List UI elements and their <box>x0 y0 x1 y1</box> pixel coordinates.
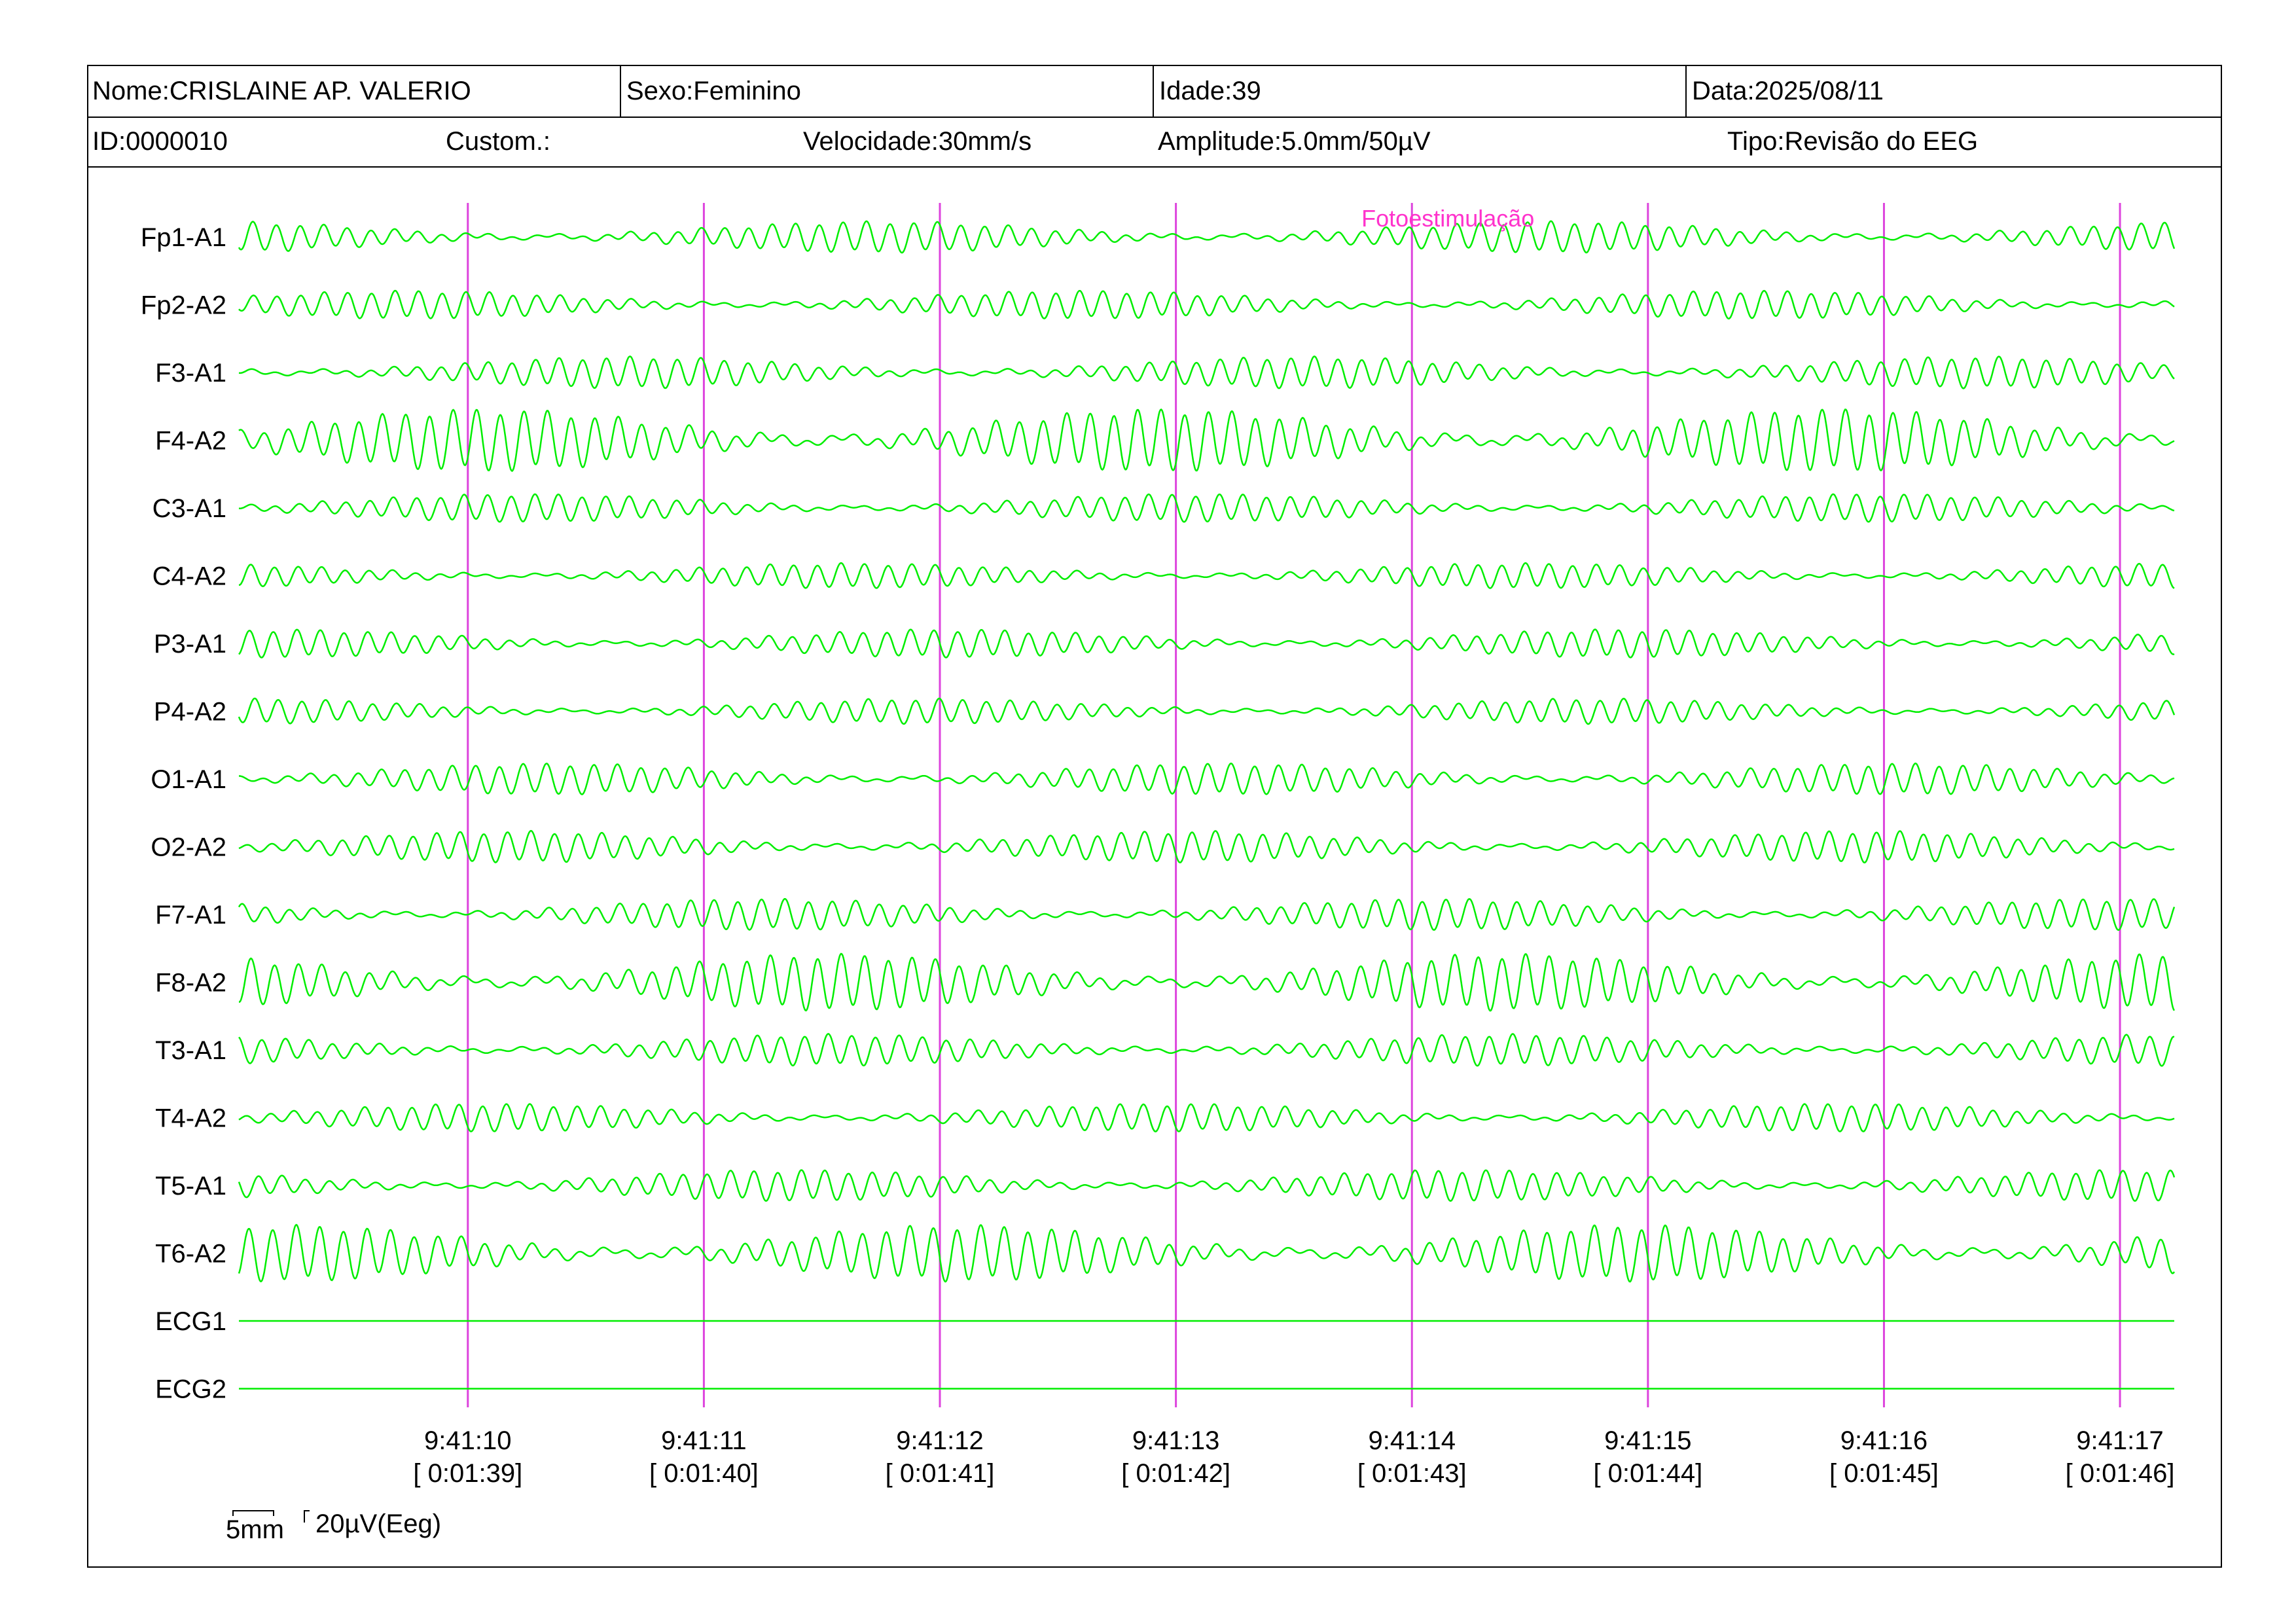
tick-clock-label: 9:41:17 <box>2076 1426 2163 1455</box>
eeg-trace <box>238 897 2176 931</box>
eeg-trace <box>238 628 2175 659</box>
tick-clock-label: 9:41:16 <box>1840 1426 1928 1455</box>
tick-elapsed-label: [ 0:01:42] <box>1121 1459 1230 1488</box>
channel-label: C3-A1 <box>152 494 226 523</box>
tick-clock-label: 9:41:13 <box>1132 1426 1219 1455</box>
type-field: Tipo: Revisão do EEG <box>1727 117 1978 166</box>
eeg-trace <box>238 1169 2176 1202</box>
eeg-trace <box>238 355 2175 389</box>
name-value: CRISLAINE AP. VALERIO <box>169 77 471 105</box>
date-field: Data: 2025/08/11 <box>1685 66 2221 117</box>
eeg-trace <box>238 830 2175 864</box>
eeg-trace <box>238 697 2176 725</box>
channel-labels-layer: Fp1-A1 Fp2-A2 F3-A1 F4-A2 C3-A1 C4-A2 P3-A1 P4-… <box>141 223 226 1404</box>
tick-elapsed-label: [ 0:01:40] <box>649 1459 759 1488</box>
channel-label: Fp1-A1 <box>141 223 226 252</box>
eeg-trace <box>238 1223 2176 1283</box>
header-row-2: ID: 0000010 Custom.: Velocidade: 30mm/s Am… <box>88 117 2221 168</box>
id-value: 0000010 <box>126 126 228 156</box>
tick-clock-label: 9:41:14 <box>1368 1426 1455 1455</box>
speed-value: 30mm/s <box>938 126 1032 156</box>
annotation-label: Fotoestimulação <box>1361 205 1534 232</box>
tick-elapsed-label: [ 0:01:39] <box>413 1459 522 1488</box>
channel-label: T6-A2 <box>155 1240 226 1269</box>
tick-elapsed-label: [ 0:01:44] <box>1593 1459 1702 1488</box>
channel-label: F3-A1 <box>155 359 226 388</box>
time-scale-label: 5mm <box>226 1515 284 1544</box>
name-field: Nome: CRISLAINE AP. VALERIO <box>88 66 620 117</box>
tick-elapsed-label: [ 0:01:43] <box>1357 1459 1467 1488</box>
eeg-trace <box>239 762 2175 795</box>
age-value: 39 <box>1232 77 1261 105</box>
sex-label: Sexo: <box>626 77 694 105</box>
eeg-trace <box>238 220 2176 254</box>
date-label: Data: <box>1692 77 1755 105</box>
speed-label: Velocidade: <box>803 126 939 156</box>
time-scale-bracket <box>232 1510 274 1516</box>
annotations-layer: Fotoestimulação <box>1361 205 1534 232</box>
type-label: Tipo: <box>1727 126 1785 156</box>
tick-elapsed-label: [ 0:01:41] <box>886 1459 995 1488</box>
sex-value: Feminino <box>693 77 801 105</box>
time-markers-layer <box>467 203 2121 1407</box>
eeg-trace <box>238 493 2175 523</box>
amplitude-value: 5.0mm/50µV <box>1281 126 1431 156</box>
channel-label: O1-A1 <box>151 765 226 794</box>
type-value: Revisão do EEG <box>1784 126 1979 156</box>
eeg-trace <box>238 1103 2175 1132</box>
amplitude-label: Amplitude: <box>1158 126 1282 156</box>
tick-clock-label: 9:41:12 <box>896 1426 983 1455</box>
channel-label: F4-A2 <box>155 427 226 456</box>
eeg-trace <box>238 562 2175 589</box>
channel-label: F8-A2 <box>155 969 226 998</box>
id-field: ID: 0000010 <box>92 117 228 166</box>
speed-field: Velocidade: 30mm/s <box>803 117 1031 166</box>
amplitude-field: Amplitude: 5.0mm/50µV <box>1158 117 1431 166</box>
eeg-trace <box>238 408 2175 473</box>
name-label: Nome: <box>92 77 170 105</box>
tick-elapsed-label: [ 0:01:46] <box>2066 1459 2175 1488</box>
channel-label: Fp2-A2 <box>141 291 226 320</box>
amplitude-scale-bracket <box>304 1510 310 1523</box>
traces-layer <box>238 220 2176 1390</box>
channel-label: ECG2 <box>155 1375 226 1404</box>
channel-label: ECG1 <box>155 1307 226 1336</box>
channel-label: T3-A1 <box>155 1036 226 1065</box>
eeg-trace <box>239 952 2176 1012</box>
tick-elapsed-label: [ 0:01:45] <box>1829 1459 1939 1488</box>
eeg-trace <box>238 289 2175 319</box>
amplitude-scale-label: 20µV(Eeg) <box>315 1509 441 1538</box>
time-ticks-layer: 9:41:10 [ 0:01:39] 9:41:11 [ 0:01:40] 9:41:1… <box>413 1426 2174 1488</box>
channel-label: T4-A2 <box>155 1104 226 1133</box>
channel-label: P3-A1 <box>154 630 226 659</box>
date-value: 2025/08/11 <box>1754 77 1884 105</box>
id-label: ID: <box>92 126 126 156</box>
channel-label: T5-A1 <box>155 1172 226 1200</box>
channel-label: F7-A1 <box>155 901 226 929</box>
channel-label: C4-A2 <box>152 562 226 591</box>
custom-label: Custom.: <box>446 126 551 156</box>
scale-bar: 5mm 20µV(Eeg) <box>226 1509 441 1544</box>
report-frame: Nome: CRISLAINE AP. VALERIO Sexo: Feminino… <box>87 65 2222 1568</box>
tick-clock-label: 9:41:10 <box>424 1426 511 1455</box>
channel-label: O2-A2 <box>151 833 226 862</box>
sex-field: Sexo: Feminino <box>620 66 1153 117</box>
eeg-trace <box>238 1033 2175 1067</box>
age-field: Idade: 39 <box>1153 66 1685 117</box>
tick-clock-label: 9:41:11 <box>661 1426 747 1455</box>
tick-clock-label: 9:41:15 <box>1604 1426 1691 1455</box>
age-label: Idade: <box>1159 77 1232 105</box>
header-row-1: Nome: CRISLAINE AP. VALERIO Sexo: Feminino… <box>88 66 2221 118</box>
channel-label: P4-A2 <box>154 698 226 727</box>
custom-field: Custom.: <box>446 117 550 166</box>
